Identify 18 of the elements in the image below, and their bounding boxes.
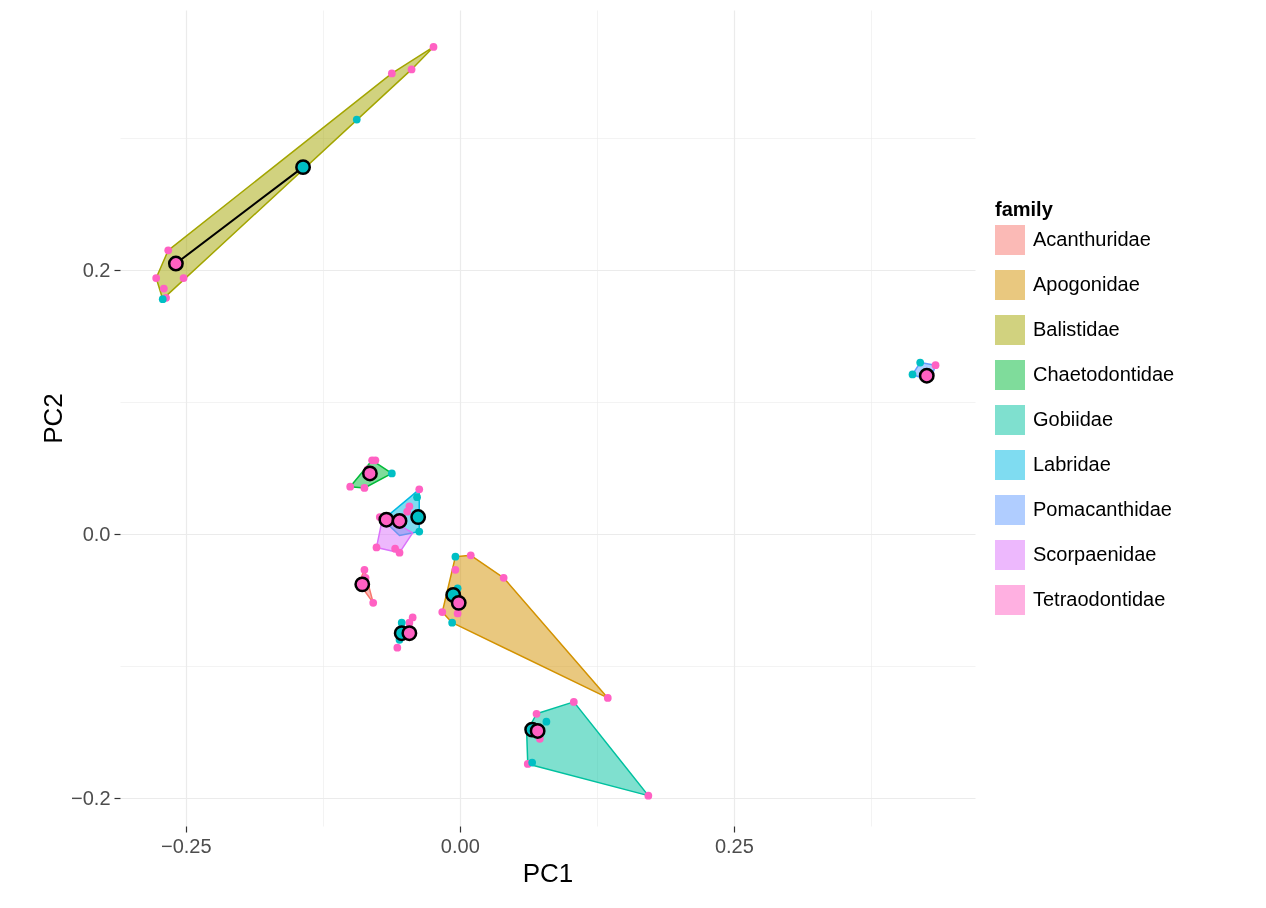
x-axis-title: PC1: [522, 857, 574, 888]
legend-label: Acanthuridae: [1033, 228, 1151, 250]
legend-label: Pomacanthidae: [1033, 498, 1172, 520]
x-tick-label: 0.00: [440, 834, 480, 857]
legend-label: Labridae: [1033, 453, 1111, 475]
legend-label: Tetraodontidae: [1033, 588, 1166, 610]
y-tick-label: 0.0: [82, 522, 111, 545]
x-tick-label: 0.25: [714, 834, 754, 857]
legend-label: Chaetodontidae: [1033, 363, 1175, 385]
legend-label: Balistidae: [1033, 318, 1120, 340]
legend-label: Apogonidae: [1033, 273, 1140, 295]
y-tick-label: 0.2: [82, 258, 111, 281]
legend-title: family: [995, 198, 1054, 220]
legend-label: Scorpaenidae: [1033, 543, 1157, 565]
y-axis-title: PC2: [38, 393, 69, 444]
y-tick-label: −0.2: [71, 786, 111, 809]
legend-label: Gobiidae: [1033, 408, 1114, 430]
x-tick-label: −0.25: [160, 834, 212, 857]
